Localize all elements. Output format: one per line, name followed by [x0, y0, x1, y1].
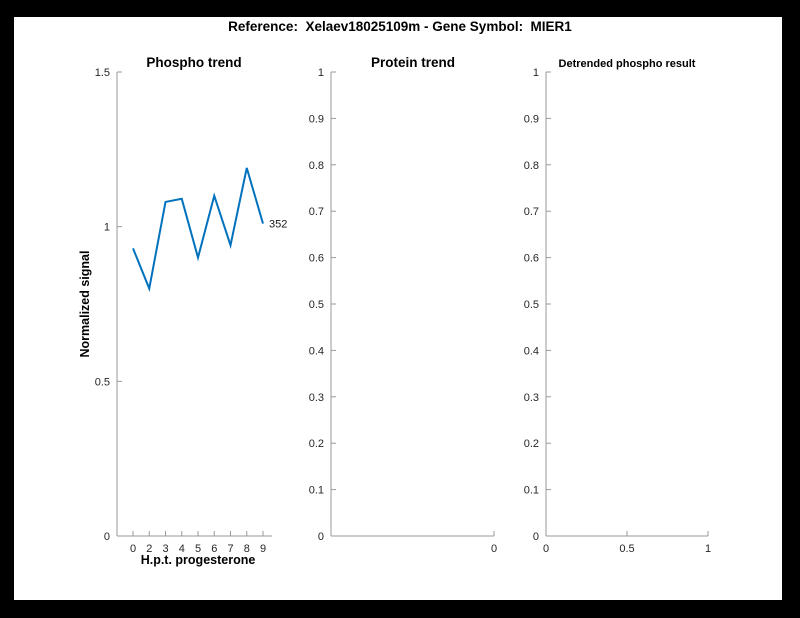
- y-tick-label: 1: [318, 67, 324, 79]
- y-tick-label: 0.6: [524, 253, 539, 265]
- x-tick-label: 6: [211, 543, 217, 555]
- y-tick-label: 1: [104, 222, 110, 234]
- x-tick-label: 0: [543, 543, 549, 555]
- y-tick-label: 0: [104, 531, 110, 543]
- y-tick-label: 0.8: [524, 160, 539, 172]
- phospho-trend-title: Phospho trend: [146, 55, 242, 70]
- y-tick-label: 0: [318, 531, 324, 543]
- y-tick-label: 0.4: [309, 345, 324, 357]
- y-tick-label: 0.9: [524, 113, 539, 125]
- y-tick-label: 0.9: [309, 113, 324, 125]
- y-axis-label: Normalized signal: [78, 250, 92, 358]
- y-tick-label: 0.4: [524, 345, 539, 357]
- x-tick-label: 2: [146, 543, 152, 555]
- y-tick-label: 1.5: [95, 67, 110, 79]
- x-tick-label: 0.5: [619, 543, 634, 555]
- y-tick-label: 0.5: [524, 299, 539, 311]
- x-tick-label: 3: [162, 543, 168, 555]
- x-tick-label: 0: [130, 543, 136, 555]
- y-tick-label: 0.1: [524, 485, 539, 497]
- x-axis-label: H.p.t. progesterone: [140, 553, 256, 567]
- figure-canvas: [14, 17, 782, 600]
- y-tick-label: 0.2: [524, 438, 539, 450]
- x-tick-label: 5: [195, 543, 201, 555]
- y-tick-label: 0.1: [309, 485, 324, 497]
- y-tick-label: 0.5: [95, 376, 110, 388]
- x-tick-label: 9: [260, 543, 266, 555]
- y-tick-label: 1: [533, 67, 539, 79]
- y-tick-label: 0.7: [524, 206, 539, 218]
- y-tick-label: 0.3: [309, 392, 324, 404]
- y-tick-label: 0: [533, 531, 539, 543]
- y-tick-label: 0.8: [309, 160, 324, 172]
- x-tick-label: 8: [244, 543, 250, 555]
- x-tick-label: 7: [227, 543, 233, 555]
- phospho-trend-line: [132, 167, 264, 293]
- series-end-label: 352: [269, 219, 287, 231]
- protein-trend-title: Protein trend: [370, 55, 455, 70]
- x-tick-label: 0: [491, 543, 497, 555]
- figure-title: Reference: Xelaev18025109m - Gene Symbol…: [228, 19, 572, 34]
- x-tick-label: 1: [705, 543, 711, 555]
- y-tick-label: 0.5: [309, 299, 324, 311]
- y-tick-label: 0.6: [309, 253, 324, 265]
- y-tick-label: 0.7: [309, 206, 324, 218]
- y-tick-label: 0.3: [524, 392, 539, 404]
- y-tick-label: 0.2: [309, 438, 324, 450]
- detrended-phospho-title: Detrended phospho result: [558, 58, 696, 70]
- x-tick-label: 4: [179, 543, 185, 555]
